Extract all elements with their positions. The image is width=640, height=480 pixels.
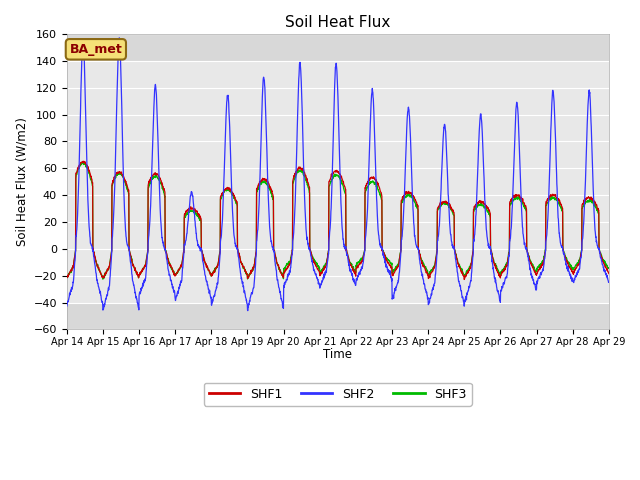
Legend: SHF1, SHF2, SHF3: SHF1, SHF2, SHF3 — [204, 383, 472, 406]
Text: BA_met: BA_met — [70, 43, 122, 56]
Y-axis label: Soil Heat Flux (W/m2): Soil Heat Flux (W/m2) — [15, 117, 28, 246]
X-axis label: Time: Time — [323, 348, 352, 361]
Title: Soil Heat Flux: Soil Heat Flux — [285, 15, 390, 30]
Bar — [67, 61, 609, 302]
